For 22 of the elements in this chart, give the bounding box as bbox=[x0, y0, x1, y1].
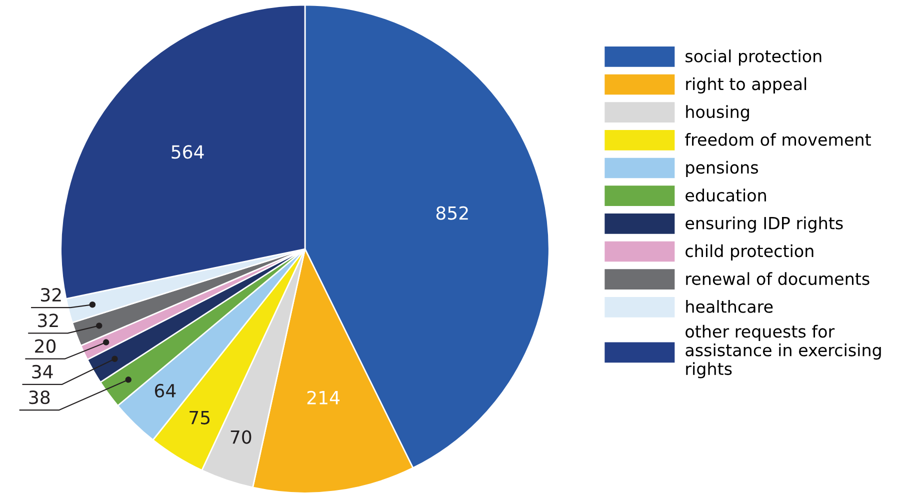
legend-label: other requests for assistance in exercising rights bbox=[686, 324, 881, 378]
data-label: 214 bbox=[307, 390, 340, 404]
data-label: 34 bbox=[32, 364, 53, 379]
data-label: 32 bbox=[41, 288, 61, 302]
legend-label: ensuring IDP rights bbox=[686, 216, 843, 233]
data-label: 564 bbox=[172, 145, 204, 159]
data-label: 20 bbox=[35, 339, 56, 353]
data-label: 38 bbox=[29, 390, 50, 404]
legend-label: social protection bbox=[686, 50, 822, 66]
legend-label: healthcare bbox=[686, 300, 773, 313]
legend-label: education bbox=[686, 188, 766, 202]
data-label: 64 bbox=[154, 384, 176, 398]
data-label: 75 bbox=[190, 411, 210, 424]
legend-label: renewal of documents bbox=[686, 272, 870, 286]
legend-label: housing bbox=[686, 105, 749, 122]
legend-label: freedom of movement bbox=[685, 133, 871, 146]
data-label: 32 bbox=[38, 314, 58, 328]
legend-label: child protection bbox=[686, 244, 814, 260]
data-label: 852 bbox=[436, 206, 468, 220]
data-label: 70 bbox=[230, 430, 252, 444]
legend-label: right to appeal bbox=[686, 77, 806, 94]
legend-label: pensions bbox=[686, 160, 758, 177]
